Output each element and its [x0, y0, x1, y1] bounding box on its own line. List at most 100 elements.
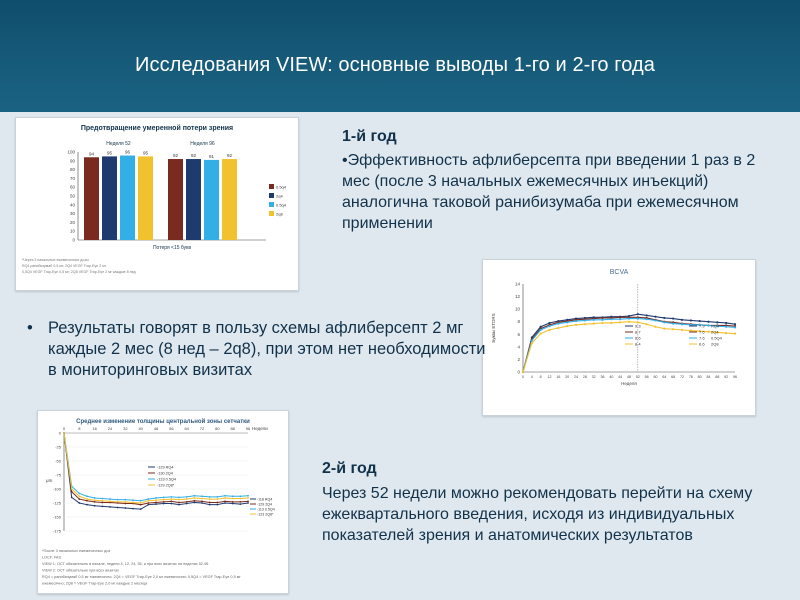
bcva-point — [645, 318, 648, 321]
bcva-point — [601, 318, 604, 321]
results-bullet-marker: • — [27, 319, 33, 337]
cst-footnote: ежемесячно; 2Q8 = VEGF Trap-Eye 2,0 мг к… — [42, 582, 148, 586]
legend-label: 0.5q4 — [276, 203, 287, 208]
bcva-point — [654, 315, 657, 318]
cst-point — [155, 503, 157, 506]
bcva-legend-left-value: 8.7 — [635, 330, 641, 335]
bar-value-label: 91 — [209, 154, 215, 159]
bcva-y-tick-label: 2 — [517, 357, 520, 362]
bcva-point — [574, 323, 578, 326]
cst-point — [231, 502, 234, 505]
cst-point — [139, 499, 142, 502]
cst-point — [208, 495, 211, 498]
bcva-point — [672, 317, 675, 320]
bcva-point — [663, 327, 666, 330]
cst-point — [193, 499, 196, 502]
cst-point — [239, 503, 242, 506]
bcva-point — [725, 325, 728, 328]
bcva-point — [689, 323, 692, 326]
cst-point — [239, 495, 242, 498]
cst-point — [178, 498, 180, 501]
cst-point — [216, 498, 219, 500]
cst-point — [216, 503, 219, 506]
bar-y-tick-label: 10 — [70, 229, 76, 234]
cst-point — [216, 495, 219, 498]
cst-point — [116, 506, 119, 509]
bcva-point — [707, 320, 710, 323]
bar-value-label: 96 — [125, 150, 131, 155]
bcva-point — [707, 330, 710, 333]
bcva-point — [557, 322, 560, 325]
bcva-x-tick-label: 68 — [671, 375, 675, 379]
cst-y-tick-label: -100 — [53, 487, 62, 492]
bcva-point — [539, 325, 542, 328]
bcva-y-tick-label: 6 — [517, 332, 520, 337]
cst-point — [63, 432, 65, 434]
cst-point — [147, 502, 150, 504]
legend-label: 2q8 — [276, 212, 283, 217]
title-banner: Исследования VIEW: основные выводы 1-го … — [0, 0, 800, 112]
cst-point — [124, 502, 127, 505]
bcva-point — [733, 332, 737, 335]
bcva-point — [725, 331, 728, 335]
cst-footnote: VIEW 2: ОСТ обязательно при всех визитах — [42, 569, 119, 573]
cst-point — [247, 502, 249, 504]
cst-point — [124, 498, 127, 501]
bar — [120, 155, 135, 240]
year2-heading: 2-й год — [322, 460, 377, 477]
cst-point — [139, 502, 142, 504]
bcva-x-tick-label: 84 — [707, 375, 711, 379]
bar-y-tick-label: 60 — [70, 185, 76, 190]
bar-y-tick-label: 50 — [70, 194, 76, 199]
cst-x-tick-label: 96 — [246, 426, 251, 431]
bcva-point — [610, 321, 613, 325]
cst-point — [109, 498, 111, 500]
bar-group-label: Неделя 96 — [190, 141, 215, 147]
bcva-point — [583, 319, 586, 322]
bar — [204, 159, 219, 240]
cst-x-tick-label: 80 — [215, 426, 220, 431]
bcva-point — [557, 326, 560, 330]
cst-point — [170, 500, 173, 503]
cst-legend-end-label: -129 2Q4 — [257, 503, 272, 507]
year1-text: •Эффективность афлиберсепта при введении… — [342, 152, 756, 232]
bcva-x-tick-label: 60 — [654, 375, 658, 379]
cst-point — [201, 497, 203, 500]
bcva-point — [627, 317, 631, 320]
cst-point — [139, 503, 142, 506]
bar — [102, 156, 117, 240]
bar — [84, 157, 99, 240]
cst-point — [70, 496, 73, 499]
cst-x-tick-label: 64 — [184, 426, 189, 431]
cst-x-label: Недели — [252, 426, 268, 431]
bcva-legend-right-value: 7.9 — [699, 324, 705, 329]
cst-x-tick-label: 16 — [92, 426, 97, 431]
bcva-point — [707, 324, 710, 327]
bar-group-label: Неделя 52 — [106, 141, 131, 147]
bcva-point — [698, 323, 701, 326]
cst-point — [162, 502, 165, 505]
cst-series-line — [63, 432, 249, 504]
bcva-x-tick-label: 20 — [565, 375, 569, 379]
bcva-legend-right-value: 7.6 — [699, 336, 705, 341]
cst-y-tick-label: -175 — [53, 529, 62, 534]
bcva-x-tick-label: 80 — [698, 375, 702, 379]
bcva-point — [733, 326, 737, 329]
cst-point — [224, 494, 226, 497]
bcva-point — [566, 325, 569, 328]
bcva-chart-panel: BCVA 0 2 4 6 8 10 12 14 0 4 8 12 16 20 24 28 32 36 40 44 48 52… — [482, 259, 756, 416]
year2-text: Через 52 недели можно рекомендовать пере… — [322, 485, 753, 544]
cst-footnote: VIEW 1: ОСТ обязательно в начале, недели… — [42, 562, 208, 566]
cst-series-line — [63, 432, 249, 506]
bcva-point — [654, 325, 657, 328]
cst-point — [116, 498, 119, 501]
bcva-x-tick-label: 32 — [592, 375, 596, 379]
bcva-x-tick-label: 64 — [662, 375, 666, 379]
bcva-x-tick-label: 8 — [540, 375, 542, 379]
bcva-point — [627, 320, 631, 323]
bar — [138, 156, 153, 240]
cst-point — [155, 501, 157, 504]
bcva-point — [592, 322, 595, 325]
bcva-x-tick-label: 40 — [609, 375, 613, 379]
